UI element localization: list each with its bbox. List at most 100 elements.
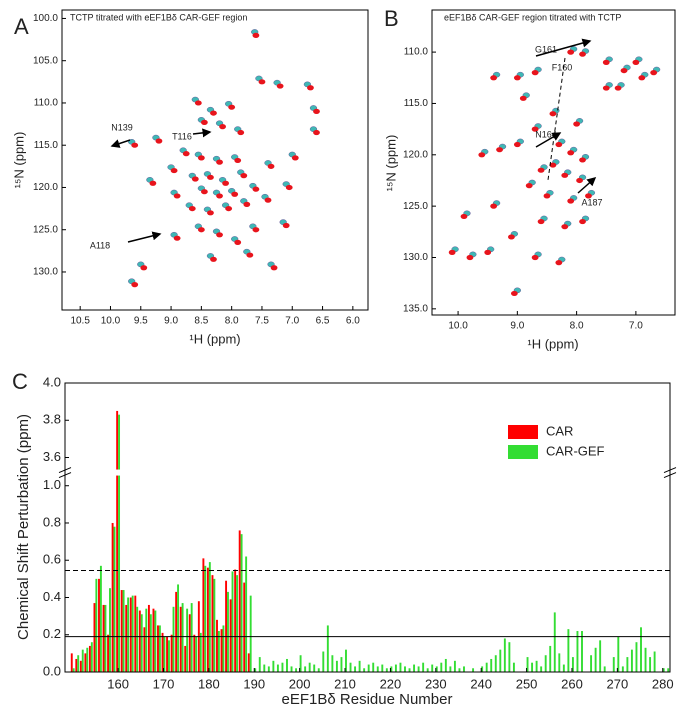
bar [376, 666, 379, 672]
bar [295, 668, 298, 672]
bar [243, 582, 246, 672]
peak [228, 104, 236, 110]
peak [216, 232, 223, 238]
x-tick-label: 280 [652, 676, 674, 691]
bar [79, 660, 82, 672]
bar [449, 666, 452, 672]
bar [576, 631, 579, 672]
bar [120, 590, 123, 672]
bar [299, 655, 302, 672]
bar [458, 668, 461, 672]
bar [571, 657, 574, 672]
x-tick-label: 250 [516, 676, 538, 691]
y-tick-label: 4.0 [43, 374, 61, 389]
peak [632, 59, 640, 65]
bar [317, 668, 320, 672]
peak [131, 282, 139, 288]
y-tick-label: 100.0 [33, 13, 58, 24]
bar [599, 640, 602, 672]
peak [155, 138, 163, 144]
bar [431, 664, 434, 672]
peak [291, 155, 299, 161]
peak [207, 210, 214, 216]
peak [219, 124, 226, 130]
x-tick-label: 180 [198, 676, 220, 691]
x-tick-label: 270 [607, 676, 629, 691]
peak [537, 218, 545, 225]
bar [494, 655, 497, 672]
bar [667, 668, 670, 672]
x-tick-label: 220 [380, 676, 402, 691]
annotation-arrow [192, 128, 212, 138]
bar [231, 571, 234, 672]
peak [173, 235, 181, 241]
bar [172, 606, 175, 672]
peak [216, 159, 223, 165]
annotation: G161 [535, 44, 557, 54]
bar [331, 655, 334, 672]
peak [252, 186, 260, 192]
annotation: T116 [172, 131, 192, 141]
bar [590, 655, 593, 672]
bar [662, 668, 665, 672]
bar [138, 610, 141, 672]
bar [404, 666, 406, 672]
bar [122, 590, 125, 672]
bar [154, 610, 157, 672]
peak [567, 49, 575, 55]
bar [238, 530, 241, 672]
peak [307, 85, 314, 91]
peak [131, 142, 139, 148]
peak [182, 151, 190, 157]
peak [567, 198, 575, 204]
bar [86, 647, 89, 672]
bar [526, 657, 529, 672]
bar [422, 662, 425, 672]
peak [576, 177, 583, 184]
bar [75, 658, 78, 672]
x-tick-label: 8.5 [194, 316, 208, 327]
peak [620, 67, 628, 74]
peak [638, 75, 646, 81]
bar [553, 612, 556, 672]
bar [107, 634, 110, 672]
bar [626, 657, 629, 672]
bar [603, 666, 606, 672]
bar [512, 662, 515, 672]
annotation-arrow [535, 38, 592, 57]
peak [200, 189, 208, 195]
annotation: A118 [90, 240, 110, 250]
peak [549, 162, 557, 168]
x-tick-label: 9.5 [134, 316, 148, 327]
bar [229, 599, 232, 672]
bar [193, 634, 196, 672]
axis-break-band [59, 469, 676, 476]
bar [208, 562, 211, 672]
peak [496, 147, 503, 153]
peak [614, 85, 622, 91]
bar [168, 640, 170, 672]
bar [385, 668, 388, 672]
peak [188, 205, 196, 212]
bar [490, 658, 493, 672]
bar [444, 658, 447, 672]
x-tick-label: 170 [153, 676, 175, 691]
peak [513, 75, 521, 81]
bar [217, 631, 220, 672]
peak [531, 70, 539, 76]
plot-frame [431, 9, 676, 316]
y-tick-label: 105.0 [33, 55, 58, 66]
peak [222, 180, 230, 186]
bar [276, 664, 279, 672]
bar [254, 668, 257, 672]
y-tick-label: 115.0 [404, 98, 429, 109]
bar [345, 649, 347, 672]
peak [313, 129, 320, 136]
bar [558, 653, 561, 672]
bar [653, 651, 656, 672]
peak [555, 141, 563, 148]
y-tick-label: 130.0 [403, 252, 428, 263]
bar [190, 603, 193, 672]
bar [152, 608, 155, 672]
bar [188, 614, 191, 672]
